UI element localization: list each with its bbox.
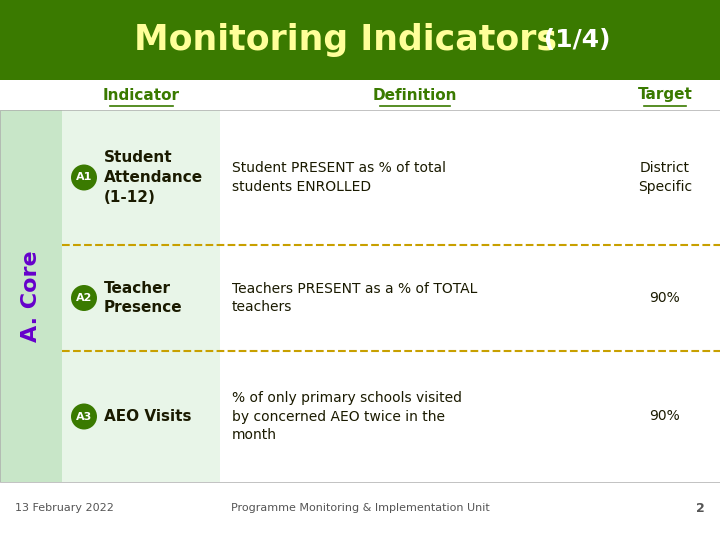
- Text: AEO Visits: AEO Visits: [104, 409, 192, 424]
- FancyBboxPatch shape: [0, 0, 720, 80]
- Text: 90%: 90%: [649, 291, 680, 305]
- Text: 13 February 2022: 13 February 2022: [15, 503, 114, 513]
- Text: Monitoring Indicators: Monitoring Indicators: [133, 23, 557, 57]
- Text: A2: A2: [76, 293, 92, 303]
- Text: Student PRESENT as % of total
students ENROLLED: Student PRESENT as % of total students E…: [232, 161, 446, 194]
- Text: A1: A1: [76, 172, 92, 183]
- Circle shape: [71, 285, 97, 311]
- FancyBboxPatch shape: [0, 80, 720, 110]
- Text: Programme Monitoring & Implementation Unit: Programme Monitoring & Implementation Un…: [230, 503, 490, 513]
- Text: Indicator: Indicator: [102, 87, 179, 103]
- FancyBboxPatch shape: [62, 110, 220, 245]
- Text: 90%: 90%: [649, 409, 680, 423]
- Circle shape: [71, 403, 97, 429]
- Text: District
Specific: District Specific: [638, 161, 692, 194]
- Text: 2: 2: [696, 502, 705, 515]
- Text: Teachers PRESENT as a % of TOTAL
teachers: Teachers PRESENT as a % of TOTAL teacher…: [232, 282, 477, 314]
- Text: A. Core: A. Core: [21, 250, 41, 342]
- FancyBboxPatch shape: [220, 351, 720, 482]
- FancyBboxPatch shape: [62, 245, 220, 351]
- FancyBboxPatch shape: [0, 110, 62, 482]
- Text: % of only primary schools visited
by concerned AEO twice in the
month: % of only primary schools visited by con…: [232, 391, 462, 442]
- Text: A3: A3: [76, 411, 92, 422]
- Text: Target: Target: [638, 87, 693, 103]
- FancyBboxPatch shape: [220, 110, 720, 245]
- Text: Student
Attendance
(1-12): Student Attendance (1-12): [104, 150, 203, 205]
- Circle shape: [71, 165, 97, 191]
- FancyBboxPatch shape: [220, 245, 720, 351]
- Text: Teacher
Presence: Teacher Presence: [104, 281, 183, 315]
- Text: Definition: Definition: [373, 87, 457, 103]
- FancyBboxPatch shape: [62, 351, 220, 482]
- Text: (1/4): (1/4): [535, 28, 611, 52]
